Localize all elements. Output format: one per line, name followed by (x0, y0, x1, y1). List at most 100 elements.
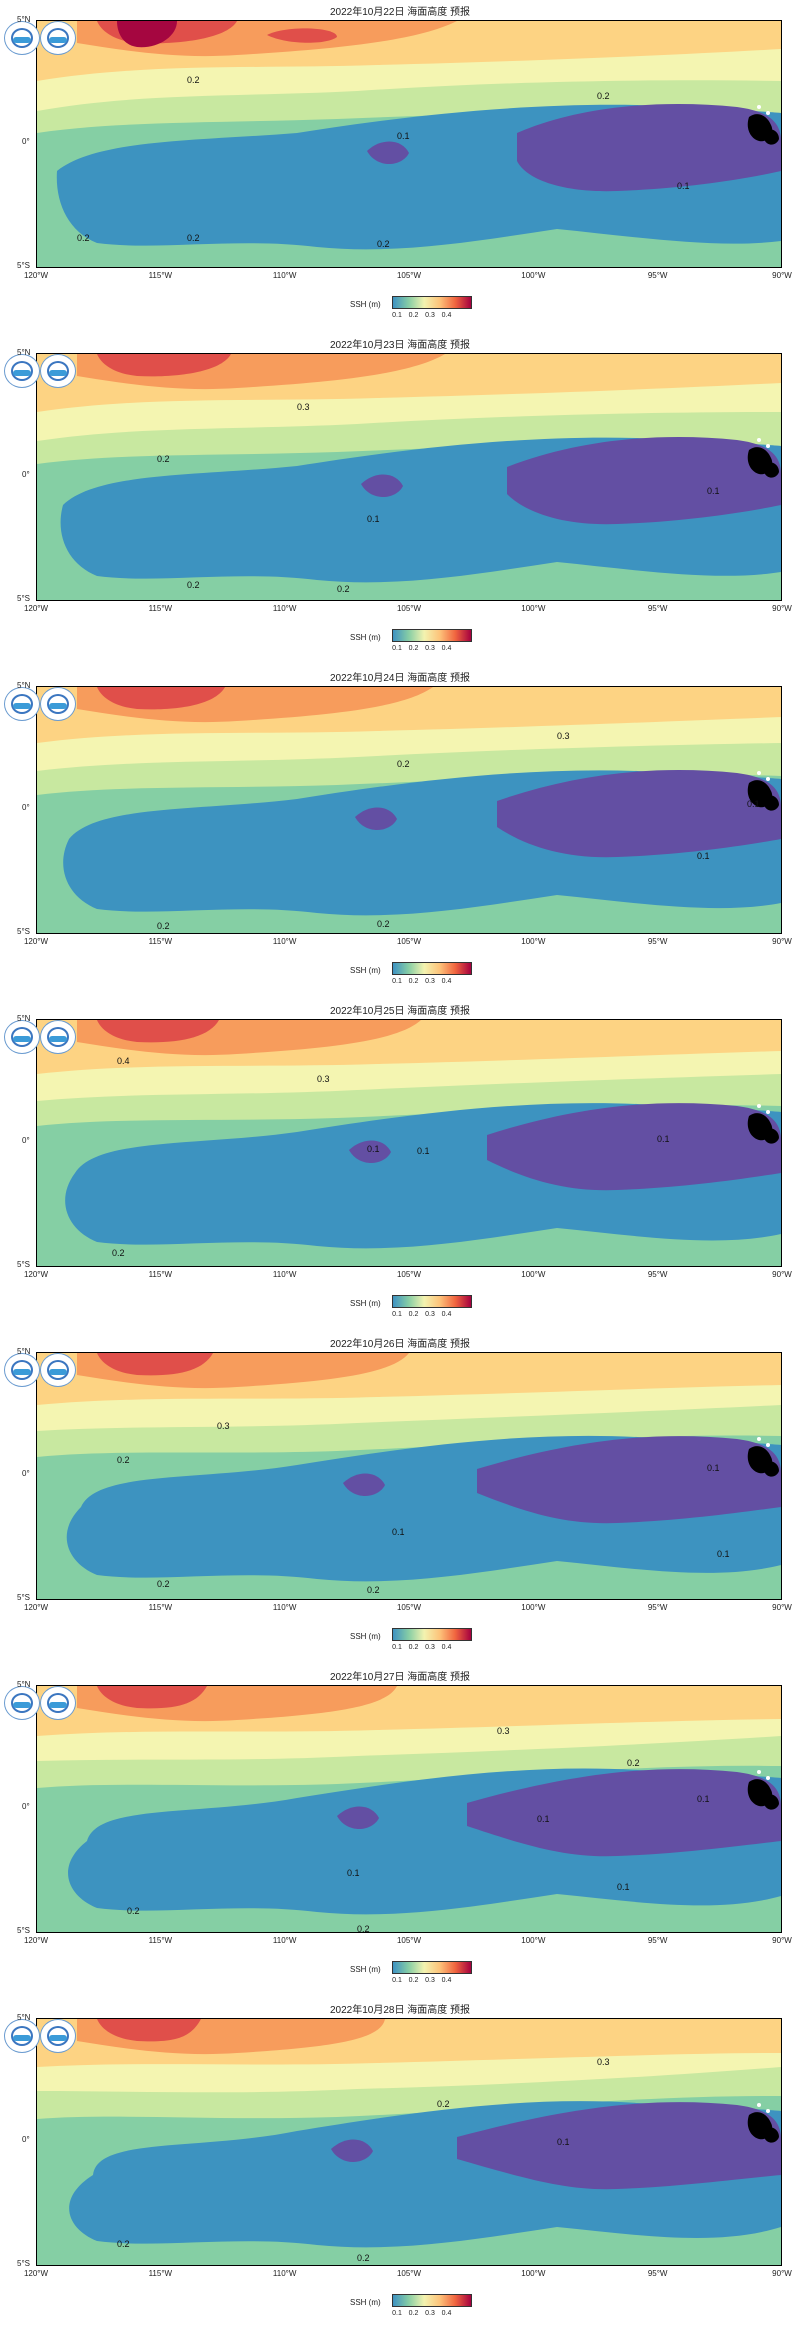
contour-label: 0.3 (317, 1074, 330, 1084)
ssh-map: 0.3 0.2 0.1 0.1 0.1 0.1 0.2 0.2 (36, 1685, 782, 1933)
colorbar-tick: 0.3 (425, 645, 435, 652)
longitude-label: 120°W (23, 1603, 49, 1612)
contour-label: 0.4 (117, 1056, 130, 1066)
contour-label: 0.1 (537, 1814, 550, 1824)
contour-label: 0.1 (557, 2137, 570, 2147)
contour-label: 0.3 (557, 731, 570, 741)
longitude-label: 115°W (148, 1603, 173, 1612)
colorbar-tick: 0.4 (441, 1644, 452, 1651)
latitude-label: 5°N (17, 681, 31, 690)
panel-title: 2022年10月23日 海面高度 预报 (329, 340, 471, 351)
longitude-label: 90°W (772, 937, 792, 946)
contour-label: 0.2 (117, 1455, 130, 1465)
panel-title: 2022年10月22日 海面高度 预报 (329, 7, 471, 18)
contour-label: 0.1 (707, 1463, 720, 1473)
ssh-contour-field: 0.3 0.2 0.1 0.1 0.2 0.2 (37, 687, 781, 933)
colorbar-label: SSH (m) (350, 1632, 381, 1641)
agency-seal-logo (4, 2019, 40, 2053)
latitude-label: 0° (22, 137, 30, 146)
longitude-label: 100°W (521, 1603, 546, 1612)
colorbar-tick: 0.2 (408, 1311, 419, 1318)
agency-seal-logo (4, 687, 40, 721)
forecast-panel: 2022年10月28日 海面高度 预报 0.3 0.2 0.1 0.2 0.2 5°N 0° 5… (0, 1998, 800, 2331)
ssh-map: 0.3 0.2 0.1 0.1 0.1 0.2 0.2 (36, 1352, 782, 1600)
longitude-label: 105°W (396, 1270, 422, 1279)
contour-label: 0.1 (657, 1134, 670, 1144)
colorbar-tick: 0.2 (408, 645, 419, 652)
longitude-label: 100°W (521, 271, 546, 280)
ssh-contour-field: 0.3 0.2 0.1 0.1 0.1 0.1 0.2 0.2 (37, 1686, 781, 1932)
contour-label: 0.2 (597, 91, 610, 101)
latitude-label: 0° (22, 1469, 30, 1478)
longitude-label: 100°W (521, 1936, 546, 1945)
agency-seal-logo (4, 354, 40, 388)
longitude-label: 120°W (23, 1270, 49, 1279)
longitude-label: 90°W (772, 1270, 792, 1279)
colorbar-label: SSH (m) (350, 966, 381, 975)
forecast-panel: 2022年10月27日 海面高度 预报 0.3 0.2 0.1 0.1 0.1 0.1 0.2… (0, 1665, 800, 1998)
agency-seal-logo (4, 21, 40, 55)
ssh-map: 0.4 0.3 0.1 0.1 0.1 0.2 (36, 1019, 782, 1267)
ocean-center-logo (40, 354, 76, 388)
latitude-label: 0° (22, 1136, 30, 1145)
contour-label: 0.2 (377, 239, 390, 249)
contour-label: 0.2 (367, 1585, 380, 1595)
longitude-label: 115°W (148, 2269, 173, 2278)
latitude-label: 5°S (17, 927, 30, 936)
contour-label: 0.3 (597, 2057, 610, 2067)
colorbar-tick: 0.3 (425, 1311, 435, 1318)
panel-title: 2022年10月25日 海面高度 预报 (329, 1006, 471, 1017)
ssh-map: 0.3 0.2 0.1 0.2 0.2 (36, 2018, 782, 2266)
longitude-label: 115°W (148, 604, 173, 613)
longitude-label: 115°W (148, 271, 173, 280)
longitude-label: 100°W (521, 2269, 546, 2278)
longitude-label: 110°W (272, 271, 297, 280)
colorbar-tick: 0.4 (441, 645, 452, 652)
longitude-label: 110°W (272, 937, 297, 946)
latitude-label: 5°N (17, 348, 31, 357)
contour-label: 0.2 (157, 921, 170, 931)
agency-seal-logo (4, 1020, 40, 1054)
longitude-label: 105°W (396, 1603, 422, 1612)
latitude-label: 5°N (17, 1014, 31, 1023)
longitude-label: 110°W (272, 604, 297, 613)
ssh-colorbar (392, 1628, 472, 1641)
colorbar-tick: 0.4 (441, 2310, 452, 2317)
colorbar-tick: 0.1 (392, 1977, 402, 1984)
latitude-label: 5°N (17, 1347, 31, 1356)
contour-label: 0.2 (397, 759, 410, 769)
colorbar-tick: 0.2 (408, 312, 419, 319)
ocean-center-logo (40, 1020, 76, 1054)
longitude-label: 90°W (772, 271, 792, 280)
longitude-label: 95°W (647, 2269, 668, 2278)
ocean-center-logo (40, 21, 76, 55)
colorbar-tick: 0.2 (408, 978, 419, 985)
colorbar-label: SSH (m) (350, 633, 381, 642)
longitude-label: 100°W (521, 1270, 546, 1279)
panel-title: 2022年10月28日 海面高度 预报 (329, 2005, 471, 2016)
ssh-contour-field: 0.3 0.2 0.1 0.1 0.2 0.2 (37, 354, 781, 600)
longitude-label: 110°W (272, 2269, 297, 2278)
colorbar-tick: 0.4 (441, 978, 452, 985)
longitude-label: 95°W (647, 937, 668, 946)
longitude-label: 105°W (396, 1936, 422, 1945)
longitude-label: 120°W (23, 271, 49, 280)
ssh-map: 0.3 0.2 0.1 0.1 0.2 0.2 (36, 353, 782, 601)
contour-label: 0.1 (707, 486, 720, 496)
latitude-label: 5°S (17, 1593, 30, 1602)
latitude-label: 5°N (17, 1680, 31, 1689)
contour-label: 0.2 (357, 1924, 370, 1932)
longitude-label: 115°W (148, 1936, 173, 1945)
colorbar-tick: 0.3 (425, 1977, 435, 1984)
latitude-label: 5°S (17, 1926, 30, 1935)
ocean-center-logo (40, 2019, 76, 2053)
latitude-label: 0° (22, 1802, 30, 1811)
colorbar-label: SSH (m) (350, 1965, 381, 1974)
longitude-label: 90°W (772, 1603, 792, 1612)
longitude-label: 120°W (23, 2269, 49, 2278)
ssh-map: 0.3 0.2 0.1 0.1 0.2 0.2 (36, 686, 782, 934)
agency-seal-logo (4, 1353, 40, 1387)
longitude-label: 105°W (396, 271, 422, 280)
longitude-label: 90°W (772, 604, 792, 613)
colorbar-tick: 0.1 (392, 645, 402, 652)
